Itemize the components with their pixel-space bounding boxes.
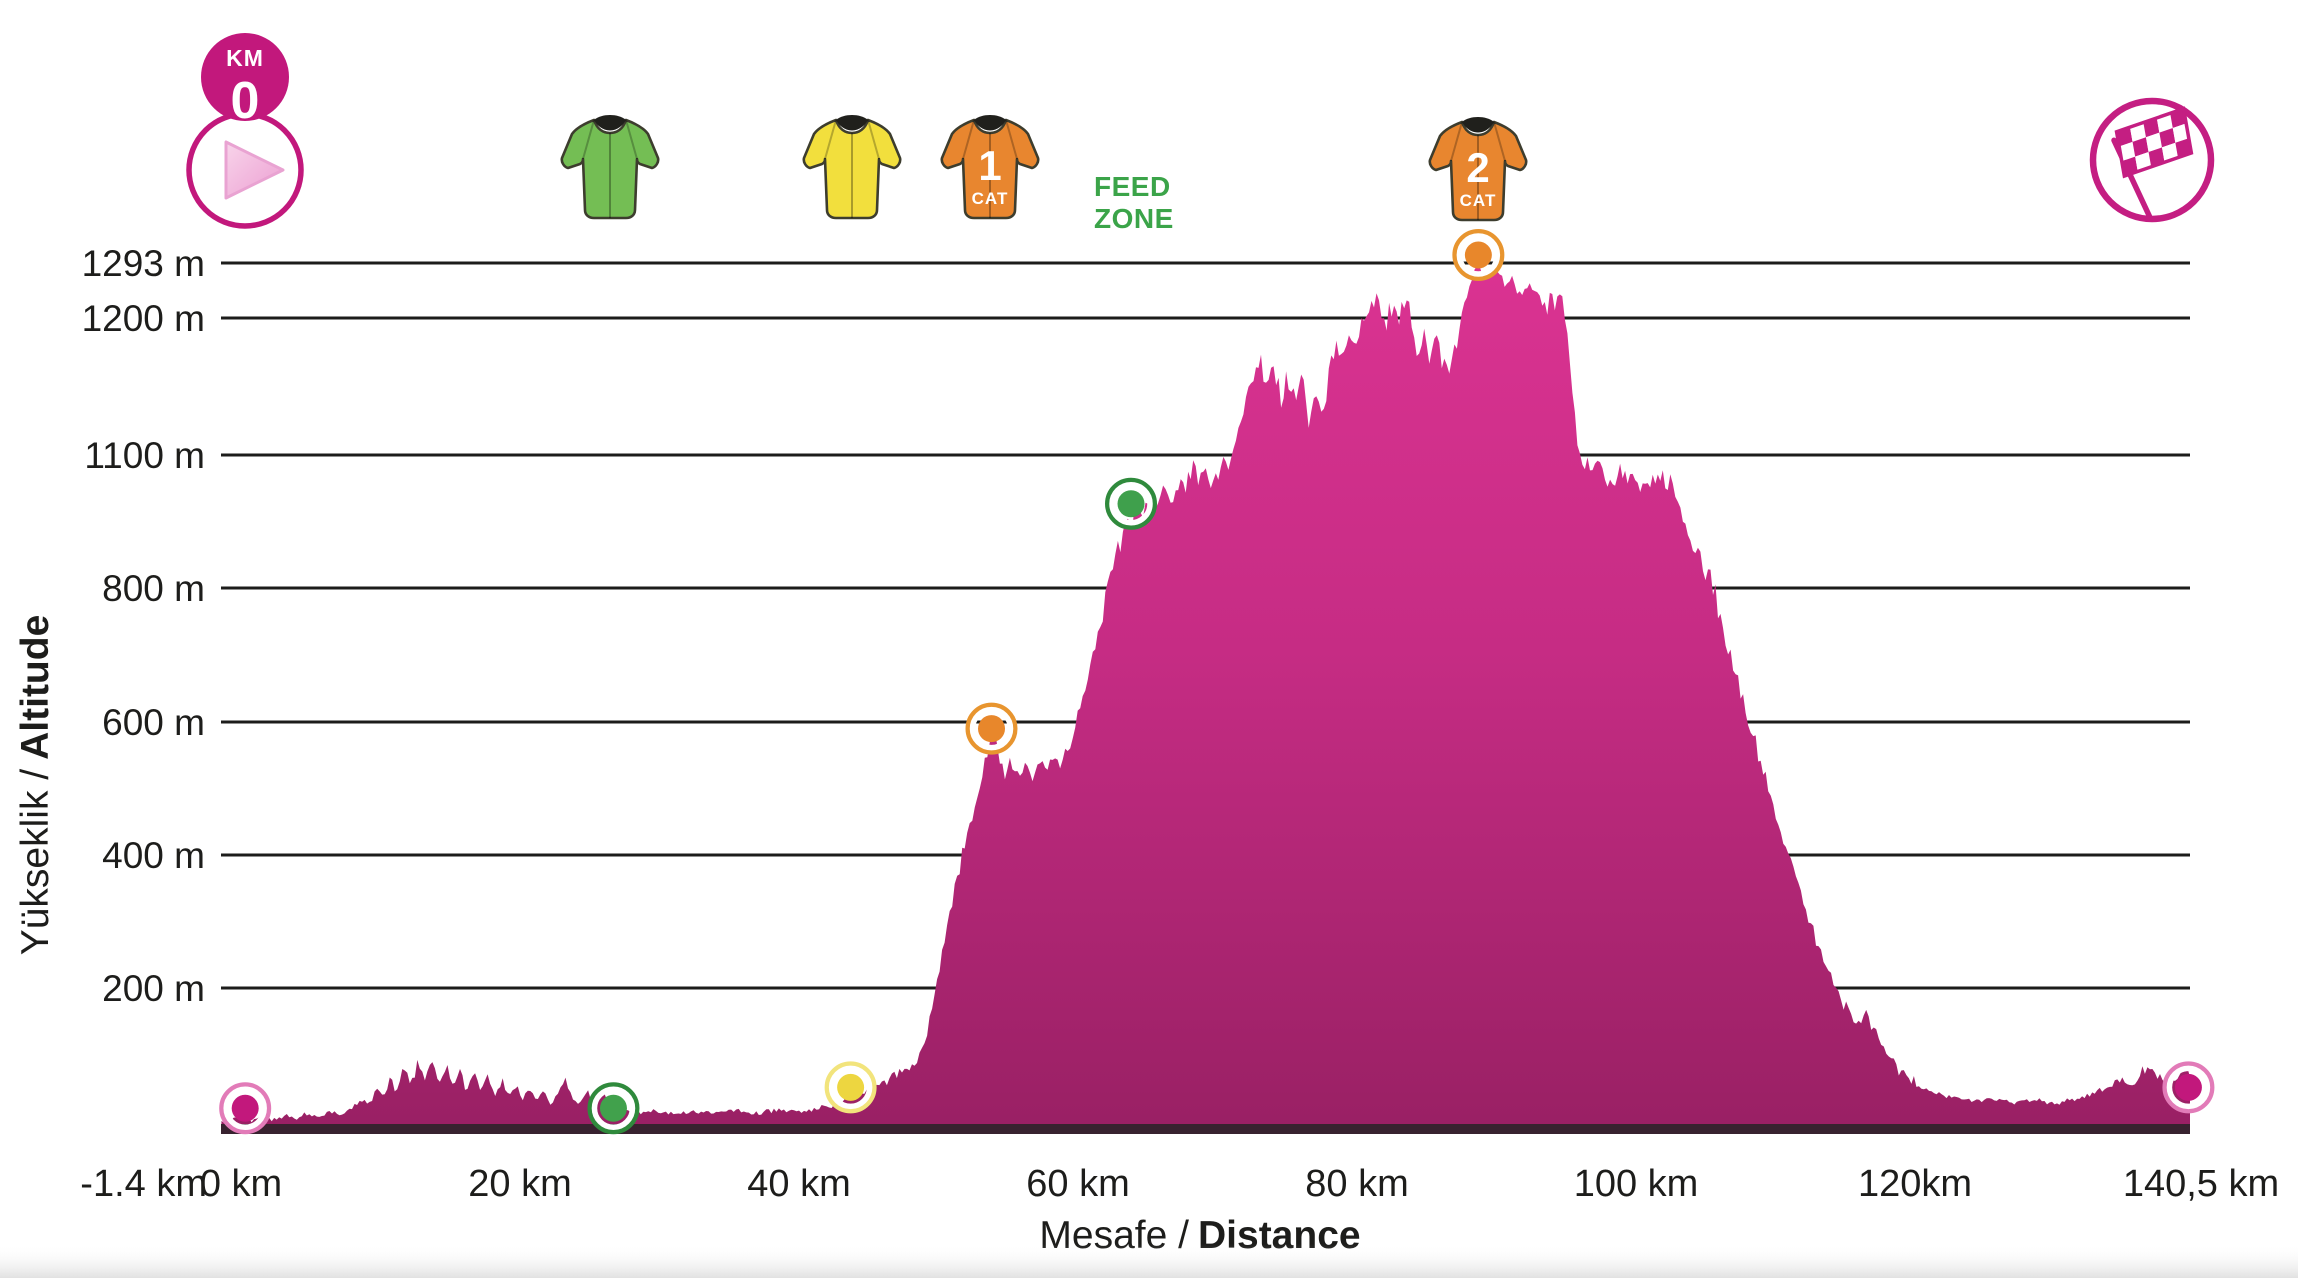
cat1-sub: CAT (972, 189, 1009, 208)
y-axis-title: Yükseklik /Altitude (14, 615, 57, 956)
flag-cell (2132, 137, 2149, 157)
route-marker-green-jersey-sprint (587, 1082, 640, 1135)
km-zero-circle (201, 33, 289, 121)
route-marker-finish (2162, 1061, 2215, 1114)
cat1-jersey-icon: 1 CAT (940, 113, 1040, 220)
x-tick-label: -1.4 km (80, 1163, 207, 1205)
finish-flag-icon (2089, 97, 2215, 223)
y-tick-label: 200 m (102, 968, 205, 1009)
x-tick-label: 120km (1858, 1163, 1972, 1205)
elevation-profile-area (221, 265, 2190, 1132)
flag-cell (2159, 128, 2176, 148)
play-icon (224, 140, 285, 200)
km-zero-badge: KM 0 (186, 33, 304, 229)
bottom-fade (0, 1244, 2298, 1278)
cat2-sub: CAT (1460, 191, 1497, 210)
y-tick-label: 1293 m (82, 243, 205, 284)
x-tick-label: 140,5 km (2123, 1163, 2279, 1205)
route-marker-cat2-climb (1452, 229, 1505, 281)
route-markers-layer (219, 229, 2215, 1135)
green-jersey-icon (560, 113, 660, 220)
y-tick-label: 600 m (102, 702, 205, 743)
x-tick-label: 60 km (1026, 1163, 1129, 1205)
baseline-axis (221, 1124, 2190, 1134)
x-tick-label: 0 km (200, 1163, 282, 1205)
y-tick-label: 400 m (102, 835, 205, 876)
feed-zone-line2: ZONE (1094, 203, 1174, 234)
flag-cell (2145, 132, 2162, 153)
route-marker-yellow-jersey-sprint (824, 1061, 877, 1114)
feed-zone-label: FEED ZONE (1094, 171, 1174, 234)
x-tick-label: 20 km (468, 1163, 571, 1205)
y-tick-label: 1100 m (84, 435, 205, 476)
km-zero-value-label: 0 (231, 72, 260, 130)
cat2-jersey-icon: 2 CAT (1428, 115, 1528, 222)
km-zero-top-label: KM (226, 45, 264, 71)
x-tick-label: 80 km (1305, 1163, 1408, 1205)
route-marker-start (219, 1082, 272, 1135)
x-tick-label: 40 km (747, 1163, 850, 1205)
x-tick-label: 100 km (1574, 1163, 1699, 1205)
flag-cell (2119, 141, 2136, 162)
y-tick-label: 800 m (102, 568, 205, 609)
cat1-number: 1 (978, 142, 1001, 189)
feed-zone-line1: FEED (1094, 171, 1171, 202)
yellow-jersey-icon (802, 113, 902, 220)
route-marker-cat1-climb (965, 702, 1018, 755)
elevation-profile-layer (221, 265, 2190, 1134)
cat2-number: 2 (1466, 144, 1489, 191)
route-marker-feed-zone (1105, 477, 1158, 530)
flag-cell (2172, 123, 2189, 143)
y-tick-label: 1200 m (82, 298, 205, 339)
